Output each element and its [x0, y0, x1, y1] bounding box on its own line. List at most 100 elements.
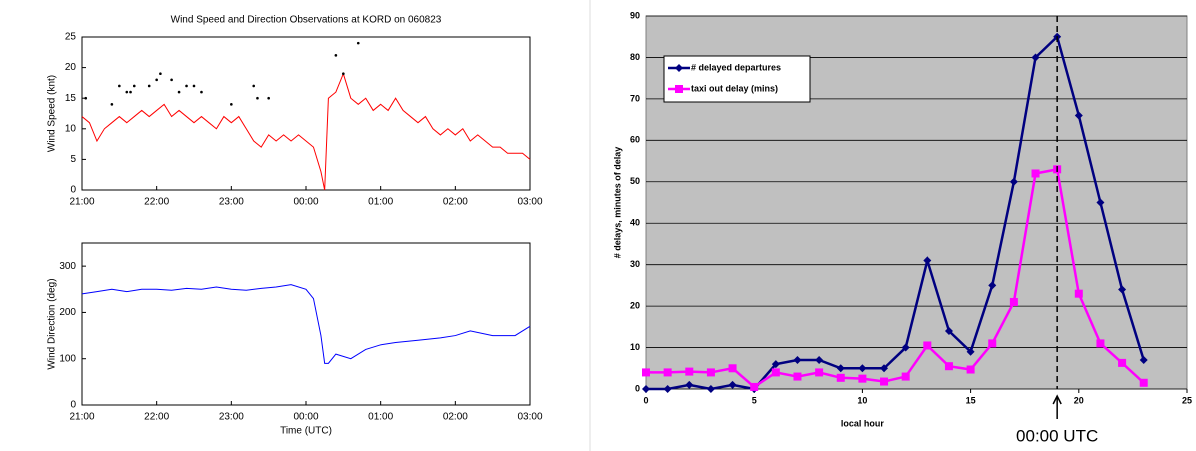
y-tick-label: 0	[70, 185, 76, 196]
legend-label: # delayed departures	[691, 62, 781, 72]
y-tick-label: 80	[630, 52, 640, 62]
x-axis-label: local hour	[841, 418, 885, 428]
x-tick-label: 00:00	[293, 412, 318, 423]
marker	[1096, 339, 1105, 348]
y-tick-label: 10	[65, 123, 77, 134]
x-tick-label: 20	[1074, 395, 1084, 405]
marker	[663, 385, 672, 393]
gust-point	[267, 96, 270, 100]
marker	[771, 368, 780, 377]
marker	[642, 368, 650, 377]
x-tick-label: 01:00	[368, 197, 393, 208]
marker	[706, 385, 715, 393]
annotation-label: 00:00 UTC	[1016, 426, 1098, 445]
x-tick-label: 0	[643, 395, 648, 405]
x-tick-label: 5	[752, 395, 757, 405]
marker	[901, 343, 910, 352]
legend-marker	[675, 85, 683, 93]
marker	[966, 347, 975, 356]
gust-point	[356, 41, 360, 45]
marker	[944, 362, 953, 371]
marker	[1074, 289, 1083, 298]
marker	[1009, 177, 1018, 186]
marker	[1096, 198, 1105, 207]
y-tick-label: 50	[630, 176, 640, 186]
marker	[944, 326, 953, 335]
gust-point	[129, 90, 132, 94]
marker	[1031, 169, 1040, 178]
gust-point	[342, 72, 345, 76]
x-axis-label: Time (UTC)	[280, 426, 332, 437]
marker	[728, 380, 737, 389]
marker	[685, 380, 694, 389]
x-tick-label: 03:00	[517, 412, 542, 423]
marker	[728, 364, 737, 373]
plot-area	[81, 36, 531, 191]
gust-point	[200, 90, 203, 94]
gust-point	[110, 103, 114, 106]
gust-point	[256, 96, 259, 100]
y-tick-label: 20	[630, 300, 640, 310]
y-tick-label: 90	[630, 10, 640, 20]
chart-title: Wind Speed and Direction Observations at…	[171, 15, 442, 26]
x-tick-label: 03:00	[517, 197, 542, 208]
x-tick-label: 02:00	[443, 412, 468, 423]
marker	[793, 372, 802, 381]
y-tick-label: 10	[630, 342, 640, 352]
y-tick-label: 5	[70, 154, 76, 165]
marker	[880, 377, 889, 386]
plot-area	[81, 242, 531, 406]
x-tick-label: 01:00	[368, 412, 393, 423]
marker	[1118, 285, 1127, 294]
data-line	[81, 72, 531, 191]
marker	[1139, 378, 1148, 387]
marker	[1074, 111, 1083, 120]
y-axis-label: Wind Speed (knt)	[47, 75, 58, 152]
x-tick-label: 15	[966, 395, 976, 405]
gust-point	[334, 54, 338, 57]
marker	[1009, 297, 1018, 306]
x-tick-label: 21:00	[69, 412, 94, 423]
annotation-arrowhead	[1052, 394, 1062, 405]
y-tick-label: 15	[65, 93, 77, 104]
y-tick-label: 25	[65, 32, 77, 43]
gust-point	[252, 84, 256, 88]
marker	[966, 365, 975, 374]
legend-marker	[675, 64, 683, 72]
gust-point	[192, 84, 196, 88]
marker	[771, 360, 780, 369]
x-tick-label: 23:00	[219, 412, 244, 423]
marker	[1031, 53, 1040, 62]
y-tick-label: 30	[630, 259, 640, 269]
x-tick-label: 23:00	[219, 197, 244, 208]
marker	[1139, 355, 1148, 364]
data-line	[646, 34, 1145, 391]
marker	[988, 339, 997, 348]
marker	[858, 374, 867, 383]
x-tick-label: 10	[857, 395, 867, 405]
legend-box	[663, 55, 811, 103]
gust-point	[147, 84, 151, 88]
gust-point	[170, 78, 173, 82]
y-tick-label: 200	[59, 307, 76, 318]
data-line	[81, 284, 531, 364]
marker	[836, 373, 845, 382]
y-axis-label: Wind Direction (deg)	[47, 278, 58, 369]
marker	[815, 355, 824, 364]
marker	[880, 364, 889, 373]
x-tick-label: 22:00	[144, 197, 169, 208]
x-tick-label: 02:00	[443, 197, 468, 208]
y-tick-label: 0	[635, 383, 640, 393]
marker	[858, 364, 867, 373]
gust-point	[84, 96, 88, 100]
gust-point	[132, 84, 136, 88]
gust-point	[155, 78, 158, 82]
gust-point	[159, 72, 162, 76]
gust-point	[118, 84, 121, 88]
y-tick-label: 40	[630, 218, 640, 228]
y-tick-label: 60	[630, 135, 640, 145]
x-tick-label: 21:00	[69, 197, 94, 208]
marker	[663, 368, 672, 377]
